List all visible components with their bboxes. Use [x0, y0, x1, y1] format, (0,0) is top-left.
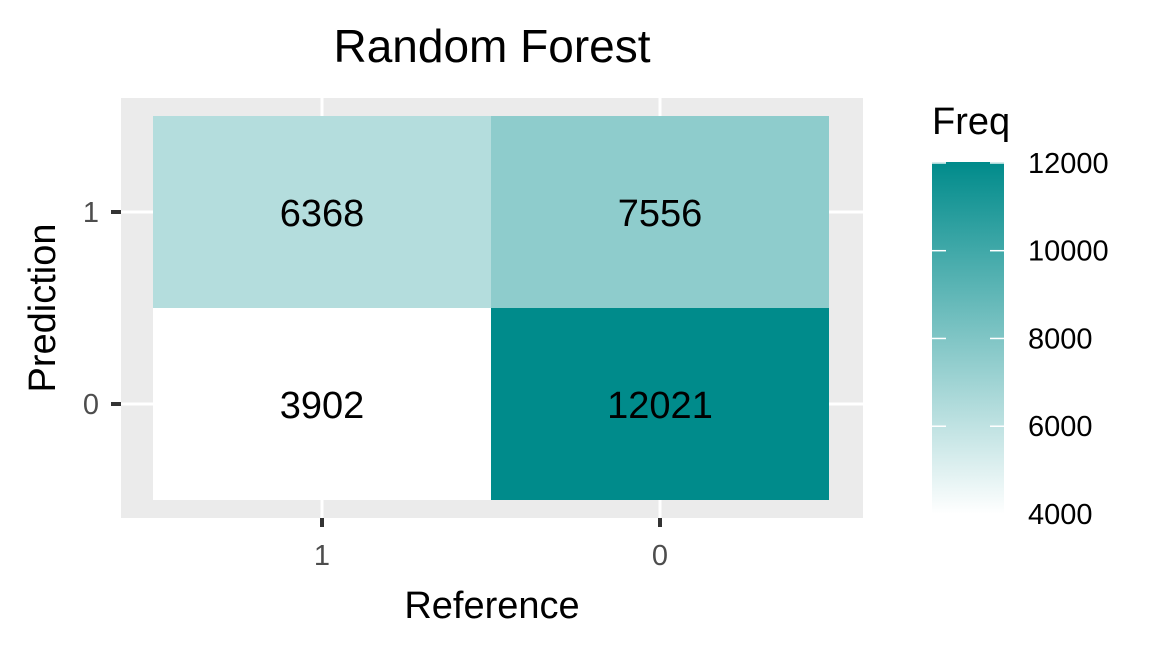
- cell-value-label: 7556: [618, 193, 703, 235]
- cell-value-label: 3902: [280, 385, 365, 427]
- y-axis: 10: [83, 197, 121, 421]
- y-tick-label: 0: [83, 389, 99, 421]
- chart-title: Random Forest: [333, 20, 650, 72]
- x-axis-title: Reference: [404, 585, 579, 627]
- legend-tick-label: 10000: [1028, 236, 1109, 268]
- heatmap-cells: [153, 116, 829, 500]
- legend-ticks: 4000 6000 8000 10000 12000: [932, 148, 1109, 531]
- heatmap-cell: [491, 116, 829, 308]
- heatmap-cell-labels: 6368 7556 3902 12021: [280, 193, 713, 427]
- legend-tick-label: 12000: [1028, 148, 1109, 180]
- x-tick-label: 0: [652, 540, 668, 572]
- y-axis-title: Prediction: [22, 224, 64, 393]
- legend-tick-label: 4000: [1028, 499, 1093, 531]
- x-tick-label: 1: [314, 540, 330, 572]
- y-tick-label: 1: [83, 197, 99, 229]
- legend-tick-label: 6000: [1028, 411, 1093, 443]
- legend: Freq 4000 6000 8000 10000 12000: [932, 101, 1109, 531]
- heatmap-cell: [153, 116, 491, 308]
- cell-value-label: 12021: [607, 385, 713, 427]
- legend-title: Freq: [932, 101, 1010, 143]
- cell-value-label: 6368: [280, 193, 365, 235]
- legend-tick-label: 8000: [1028, 323, 1093, 355]
- heatmap-cell: [491, 308, 829, 500]
- heatmap-cell: [153, 308, 491, 500]
